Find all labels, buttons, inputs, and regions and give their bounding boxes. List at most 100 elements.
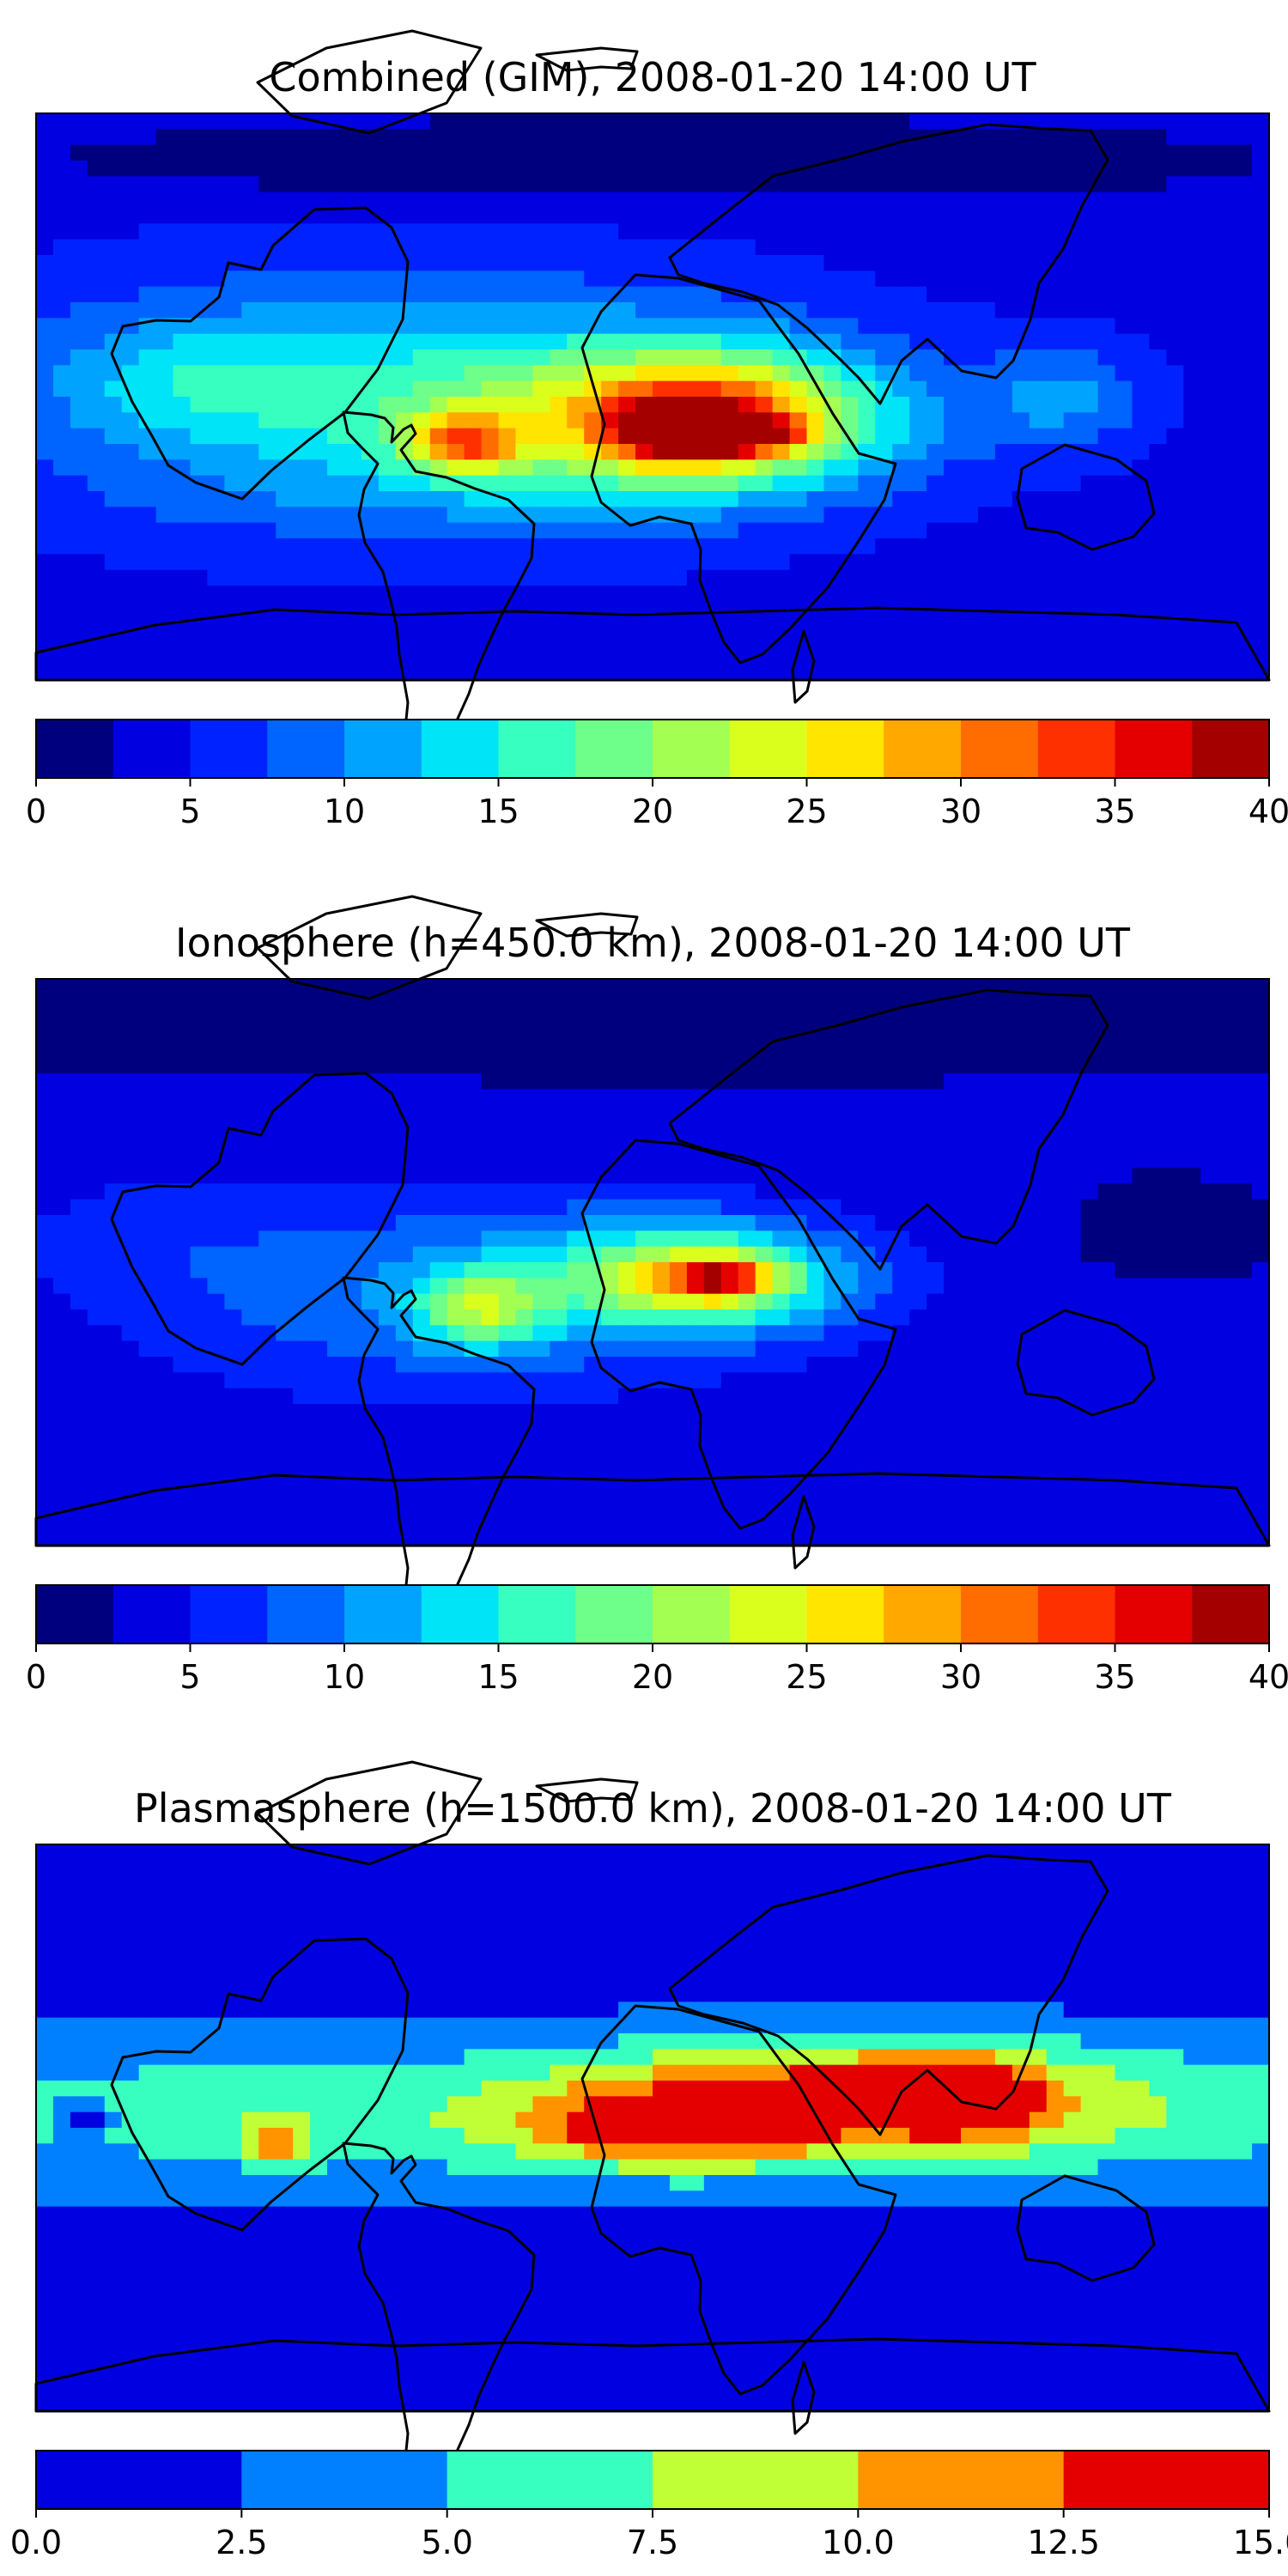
heatmap-cell [772,475,791,492]
heatmap-cell [944,522,962,539]
heatmap-cell [1252,191,1269,209]
heatmap-cell [241,380,259,398]
heatmap-cell [276,1026,294,1042]
heatmap-cell [1183,1278,1201,1295]
heatmap-cell [635,349,653,366]
heatmap-cell [378,1199,397,1216]
heatmap-cell [961,1042,979,1059]
heatmap-cell [447,1183,465,1200]
heatmap-cell [1063,1010,1082,1027]
heatmap-cell [121,1073,140,1090]
heatmap-cell [1149,412,1167,429]
heatmap-cell [190,1136,209,1153]
heatmap-cell [258,648,276,665]
heatmap-cell [1029,1104,1048,1121]
heatmap-cell [1029,1136,1048,1153]
heatmap-cell [1115,1151,1133,1169]
heatmap-cell [1252,1183,1269,1200]
heatmap-cell [858,1482,876,1499]
heatmap-cell [875,1467,893,1484]
heatmap-cell [738,1215,756,1231]
heatmap-cell [669,1482,688,1499]
heatmap-cell [823,1136,841,1153]
heatmap-cell [961,208,979,224]
heatmap-cell [567,1278,585,1295]
heatmap-cell [669,349,688,366]
heatmap-cell [87,1168,106,1184]
heatmap-cell [961,302,979,319]
heatmap-cell [464,412,483,429]
heatmap-cell [276,333,294,350]
heatmap-cell [584,191,602,209]
heatmap-cell [927,1293,945,1310]
heatmap-cell [447,538,465,555]
heatmap-cell [70,648,88,665]
heatmap-cell [841,191,859,209]
heatmap-cell [755,507,774,524]
heatmap-cell [858,633,876,649]
heatmap-cell [70,1340,88,1358]
heatmap-cell [447,1419,465,1437]
heatmap-cell [567,1419,585,1437]
heatmap-cell [806,1262,825,1279]
heatmap-cell [1063,239,1082,256]
heatmap-cell [258,223,276,240]
heatmap-cell [207,1183,225,1200]
heatmap-cell [618,444,636,460]
heatmap-cell [1166,144,1184,161]
heatmap-cell [1166,1278,1184,1295]
heatmap-cell [327,648,345,665]
heatmap-cell [395,1246,414,1263]
heatmap-cell [892,1042,910,1059]
heatmap-cell [669,365,688,382]
heatmap-cell [481,1057,500,1074]
heatmap-cell [550,1388,568,1405]
heatmap-cell [755,144,774,161]
heatmap-cell [87,1467,106,1484]
heatmap-cell [875,113,893,130]
heatmap-cell [173,1451,191,1467]
heatmap-cell [224,1183,242,1200]
heatmap-cell [207,1309,225,1326]
heatmap-cell [447,1168,465,1184]
heatmap-cell [703,302,722,319]
heatmap-cell [327,601,345,618]
heatmap-cell [789,1089,808,1106]
heatmap-cell [1252,223,1269,240]
heatmap-cell [327,554,345,571]
heatmap-cell [70,1026,88,1042]
heatmap-cell [1115,1010,1133,1027]
heatmap-cell [961,113,979,130]
heatmap-cell [1252,459,1269,477]
heatmap-cell [703,333,722,350]
heatmap-cell [892,491,910,507]
heatmap-cell [841,1262,859,1279]
heatmap-cell [258,113,276,130]
heatmap-cell [669,1199,688,1216]
heatmap-cell [1046,302,1065,319]
heatmap-cell [703,569,722,586]
heatmap-cell [858,161,876,177]
heatmap-cell [52,554,71,571]
heatmap-cell [224,1278,242,1295]
heatmap-cell [772,617,791,634]
heatmap-cell [224,1136,242,1153]
heatmap-cell [138,1388,157,1405]
heatmap-cell [875,412,893,429]
heatmap-cell [155,1262,174,1279]
heatmap-cell [36,1372,54,1389]
heatmap-cell [806,538,825,555]
heatmap-cell [823,380,841,398]
heatmap-cell [1235,1199,1253,1216]
heatmap-cell [52,1262,71,1279]
heatmap-cell [961,569,979,586]
heatmap-cell [173,1104,191,1121]
heatmap-cell [87,208,106,224]
heatmap-cell [344,270,362,288]
heatmap-cell [293,1467,311,1484]
heatmap-cell [977,459,996,477]
heatmap-cell [1012,1168,1030,1184]
heatmap-cell [429,1057,448,1074]
heatmap-cell [190,1404,209,1420]
heatmap-cell [515,286,533,303]
